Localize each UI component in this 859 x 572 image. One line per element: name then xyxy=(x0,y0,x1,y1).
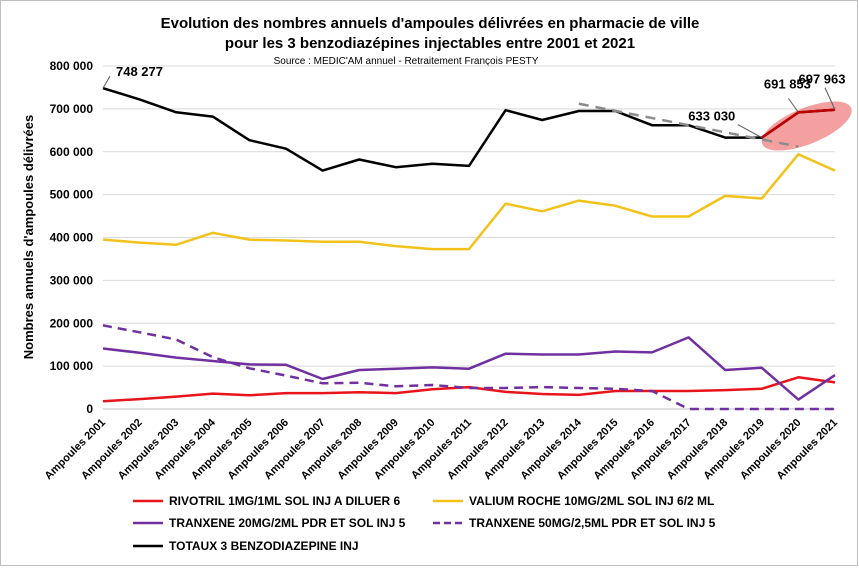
chart-title-line2: pour les 3 benzodiazépines injectables e… xyxy=(225,35,635,52)
y-tick-label: 0 xyxy=(86,402,93,416)
trend-line xyxy=(578,102,799,148)
y-tick-label: 700 000 xyxy=(50,102,94,116)
chart-title-line1: Evolution des nombres annuels d'ampoules… xyxy=(161,15,700,32)
annotation-2021: 697 963 xyxy=(799,72,846,87)
y-tick-label: 200 000 xyxy=(50,316,94,330)
annotation-leader xyxy=(102,75,111,89)
legend-label: TRANXENE 50MG/2,5ML PDR ET SOL INJ 5 xyxy=(469,516,716,530)
annotation-2020: 691 853 xyxy=(764,76,811,91)
y-tick-label: 800 000 xyxy=(50,59,94,73)
annotation-leader xyxy=(737,124,763,139)
series-lines xyxy=(102,87,836,411)
legend: RIVOTRIL 1MG/1ML SOL INJ A DILUER 6 VALIU… xyxy=(133,494,716,553)
highlight-ellipse xyxy=(761,101,852,151)
highlight-ellipse xyxy=(761,101,852,151)
series-line xyxy=(102,87,836,172)
annotation-leader xyxy=(824,87,836,110)
legend-label: RIVOTRIL 1MG/1ML SOL INJ A DILUER 6 xyxy=(169,494,400,508)
chart-subtitle: Source : MEDIC'AM annuel - Retraitement … xyxy=(274,56,539,67)
y-tick-label: 100 000 xyxy=(50,359,94,373)
legend-label: TOTAUX 3 BENZODIAZEPINE INJ xyxy=(169,539,359,553)
legend-label: TRANXENE 20MG/2ML PDR ET SOL INJ 5 xyxy=(169,516,406,530)
y-tick-label: 400 000 xyxy=(50,231,94,245)
annotation-leader xyxy=(787,98,799,113)
gridlines xyxy=(103,65,835,410)
y-tick-labels: 0 100 000 200 000 300 000 400 000 500 000 600 … xyxy=(50,59,94,416)
x-tick-label: Ampoules 2001 xyxy=(43,417,109,483)
legend-label: VALIUM ROCHE 10MG/2ML SOL INJ 6/2 ML xyxy=(469,494,714,508)
y-tick-label: 500 000 xyxy=(50,188,94,202)
annotation-2019: 633 030 xyxy=(688,109,735,124)
y-tick-label: 300 000 xyxy=(50,273,94,287)
series-line xyxy=(102,324,835,411)
y-tick-label: 600 000 xyxy=(50,145,94,159)
series-line xyxy=(102,376,836,403)
annotation-2001: 748 277 xyxy=(116,64,163,79)
series-line xyxy=(102,153,836,251)
y-axis-label: Nombres annuels d'ampoules délivrées xyxy=(21,115,36,359)
